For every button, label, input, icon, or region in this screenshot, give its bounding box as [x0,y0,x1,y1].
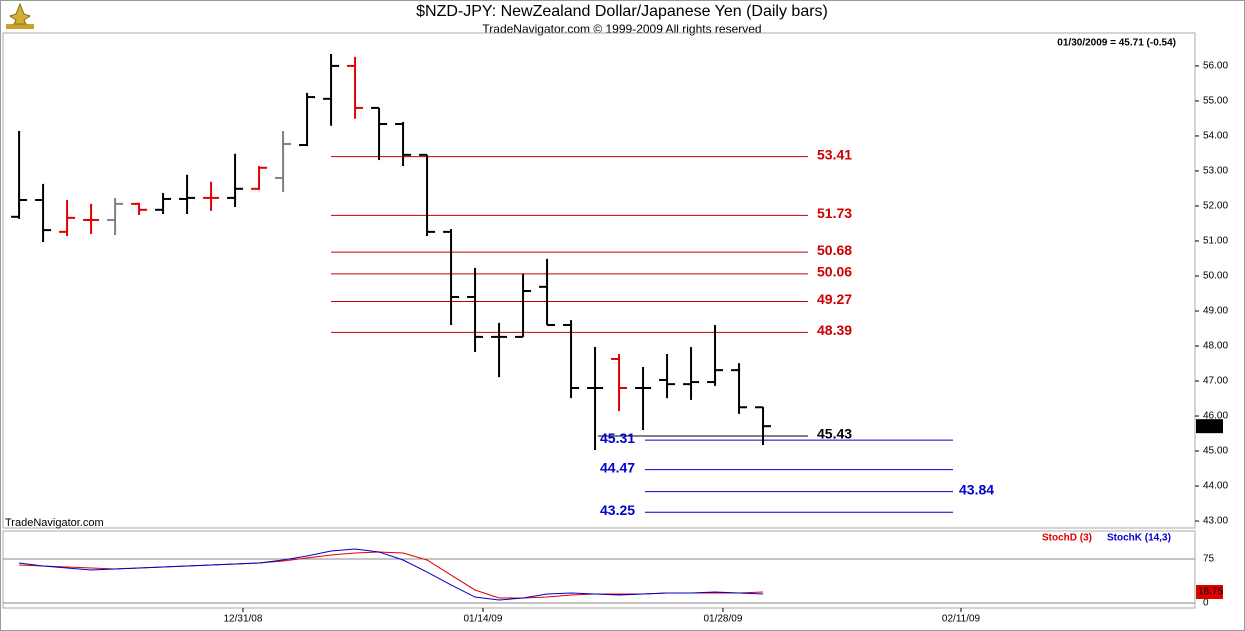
chart-subtitle: TradeNavigator.com © 1999-2009 All right… [482,22,761,36]
x-tick-label: 02/11/09 [942,614,981,625]
y-tick-label: 56.00 [1203,61,1228,72]
level-label: 53.41 [817,146,852,162]
y-tick-label: 53.00 [1203,166,1228,177]
y-tick-label: 46.00 [1203,411,1228,422]
indicator-line [19,548,764,601]
y-tick-label: 54.00 [1203,131,1228,142]
x-tick-label: 01/28/09 [703,614,742,625]
status: 01/30/2009 = 45.71 (-0.54) [1057,38,1176,49]
y-tick-label: 51.00 [1203,236,1228,247]
level-label: 51.73 [817,205,852,221]
level-label: 43.25 [600,502,635,518]
level-label: 49.27 [817,291,852,307]
price-tag-label: 45.71 [1198,421,1223,432]
legend-label: StochK (14,3) [1107,533,1171,544]
legend-label: StochD (3) [1042,533,1092,544]
indicator-panel [2,530,1196,609]
price-panel [2,32,1196,529]
level-label: 43.84 [959,481,994,497]
chart-title: $NZD-JPY: NewZealand Dollar/Japanese Yen… [416,3,828,20]
y-tick-label: 49.00 [1203,306,1228,317]
y-tick-label: 50.00 [1203,271,1228,282]
level-label: 44.47 [600,459,635,475]
y-tick-label: 45.00 [1203,446,1228,457]
y-tick-label: 47.00 [1203,376,1228,387]
y-tick-label: 75 [1203,554,1215,565]
y-tick-label: 43.00 [1203,516,1228,527]
level-label: 50.68 [817,242,852,258]
y-tick-label: 48.00 [1203,341,1228,352]
price-tag [1196,419,1223,434]
watermark: TradeNavigator.com [5,517,104,529]
indicator-tag-label: 18.75 [1198,587,1223,598]
level-label: 45.31 [600,430,635,446]
level-label: 48.39 [817,322,852,338]
logo [6,2,34,29]
y-tick-label: 52.00 [1203,201,1228,212]
indicator-tag [1196,585,1223,600]
x-tick-label: 12/31/08 [224,614,263,625]
x-tick-label: 01/14/09 [463,614,502,625]
level-label: 45.43 [817,426,852,442]
y-tick-label: 0 [1203,598,1209,609]
level-label: 50.06 [817,264,852,280]
y-tick-label: 55.00 [1203,96,1228,107]
y-tick-label: 44.00 [1203,481,1228,492]
